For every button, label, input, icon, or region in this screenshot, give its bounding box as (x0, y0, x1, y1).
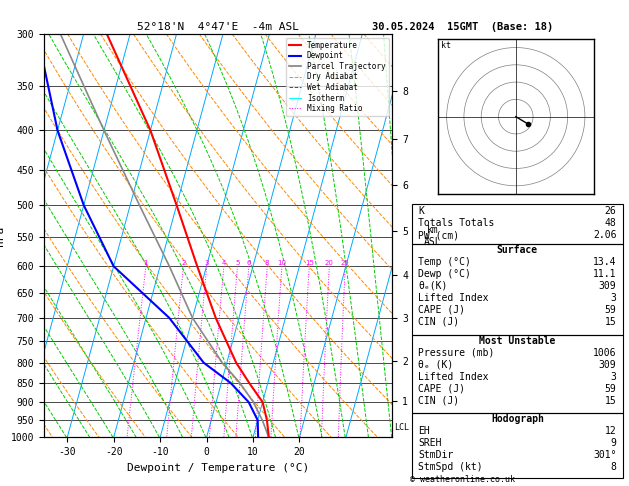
Text: 59: 59 (604, 305, 616, 315)
Text: 11.1: 11.1 (593, 269, 616, 279)
Text: kt: kt (442, 40, 452, 50)
Text: CIN (J): CIN (J) (418, 317, 459, 327)
Legend: Temperature, Dewpoint, Parcel Trajectory, Dry Adiabat, Wet Adiabat, Isotherm, Mi: Temperature, Dewpoint, Parcel Trajectory… (286, 38, 389, 116)
Text: 309: 309 (599, 281, 616, 291)
Text: Temp (°C): Temp (°C) (418, 257, 471, 267)
Text: PW (cm): PW (cm) (418, 230, 459, 240)
Text: θₑ(K): θₑ(K) (418, 281, 448, 291)
Text: 1: 1 (143, 260, 148, 266)
Text: 48: 48 (604, 218, 616, 228)
Text: 5: 5 (235, 260, 240, 266)
Text: 1006: 1006 (593, 348, 616, 358)
Y-axis label: hPa: hPa (0, 226, 5, 246)
Text: 8: 8 (265, 260, 269, 266)
Text: Totals Totals: Totals Totals (418, 218, 494, 228)
Text: 59: 59 (604, 384, 616, 394)
Bar (412, 335, 623, 413)
Bar (412, 205, 623, 244)
Text: 2.06: 2.06 (593, 230, 616, 240)
Text: Lifted Index: Lifted Index (418, 372, 489, 382)
Text: EH: EH (418, 426, 430, 436)
Text: Surface: Surface (497, 245, 538, 255)
Text: Most Unstable: Most Unstable (479, 336, 555, 346)
Text: 15: 15 (305, 260, 314, 266)
Bar (412, 413, 623, 478)
Text: 13.4: 13.4 (593, 257, 616, 267)
Text: © weatheronline.co.uk: © weatheronline.co.uk (410, 474, 515, 484)
Text: SREH: SREH (418, 438, 442, 448)
Text: 309: 309 (599, 360, 616, 370)
Text: 12: 12 (604, 426, 616, 436)
Text: StmDir: StmDir (418, 450, 454, 460)
Text: 9: 9 (611, 438, 616, 448)
Text: 15: 15 (604, 317, 616, 327)
Text: 4: 4 (221, 260, 226, 266)
Text: Lifted Index: Lifted Index (418, 293, 489, 303)
Text: CIN (J): CIN (J) (418, 396, 459, 406)
Text: LCL: LCL (394, 423, 409, 432)
Text: K: K (418, 206, 424, 216)
Text: 2: 2 (181, 260, 186, 266)
Text: 20: 20 (325, 260, 334, 266)
X-axis label: Dewpoint / Temperature (°C): Dewpoint / Temperature (°C) (127, 463, 309, 473)
Text: StmSpd (kt): StmSpd (kt) (418, 462, 483, 472)
Title: 52°18'N  4°47'E  -4m ASL: 52°18'N 4°47'E -4m ASL (137, 22, 299, 32)
Bar (412, 244, 623, 335)
Text: θₑ (K): θₑ (K) (418, 360, 454, 370)
Text: 30.05.2024  15GMT  (Base: 18): 30.05.2024 15GMT (Base: 18) (372, 22, 553, 32)
Text: 3: 3 (611, 293, 616, 303)
Text: CAPE (J): CAPE (J) (418, 305, 465, 315)
Text: CAPE (J): CAPE (J) (418, 384, 465, 394)
Text: 301°: 301° (593, 450, 616, 460)
Text: 25: 25 (341, 260, 350, 266)
Text: 3: 3 (204, 260, 209, 266)
Text: 26: 26 (604, 206, 616, 216)
Text: Pressure (mb): Pressure (mb) (418, 348, 494, 358)
Text: 3: 3 (611, 372, 616, 382)
Text: 6: 6 (247, 260, 251, 266)
Text: Dewp (°C): Dewp (°C) (418, 269, 471, 279)
Text: 15: 15 (604, 396, 616, 406)
Text: Hodograph: Hodograph (491, 414, 544, 424)
Y-axis label: km
ASL: km ASL (424, 225, 442, 246)
Text: 8: 8 (611, 462, 616, 472)
Text: 10: 10 (277, 260, 286, 266)
